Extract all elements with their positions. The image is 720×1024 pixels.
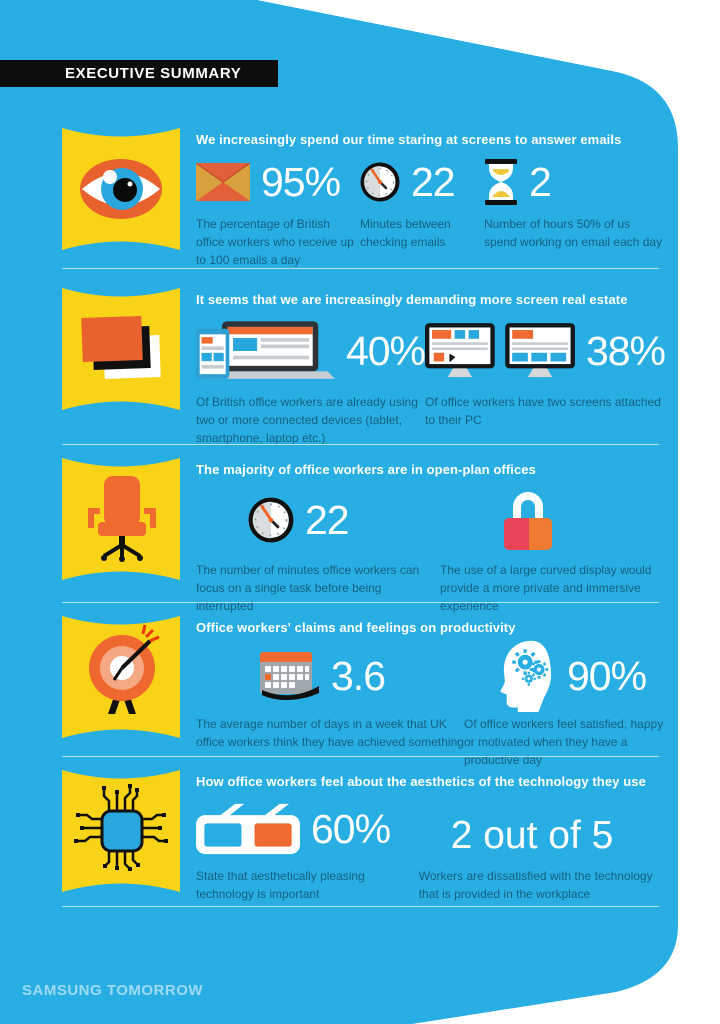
calendar-icon: [260, 652, 319, 701]
stat-connected-devices: 40% Of British office workers are alread…: [196, 318, 426, 447]
section-heading: It seems that we are increasingly demand…: [196, 292, 628, 307]
stat-value: 90%: [567, 652, 647, 699]
stat-value: 2: [529, 158, 552, 205]
section-heading: How office workers feel about the aesthe…: [196, 774, 646, 789]
stat-caption: The average number of days in a week tha…: [196, 717, 464, 749]
separator: [62, 444, 659, 445]
stat-value: 22: [305, 496, 350, 543]
clock-icon: [360, 162, 400, 202]
stat-caption: Of British office workers are already us…: [196, 395, 418, 445]
section-heading: Office workers' claims and feelings on p…: [196, 620, 516, 635]
separator: [62, 906, 659, 907]
connected-devices-icon: [196, 321, 335, 379]
stat-productive-days: 3.6 The average number of days in a week…: [196, 646, 464, 769]
section-heading: We increasingly spend our time staring a…: [196, 132, 622, 147]
padlock-icon: [504, 492, 552, 550]
section-heading: The majority of office workers are in op…: [196, 462, 536, 477]
hourglass-icon: [485, 159, 517, 205]
stat-value: 3.6: [331, 652, 386, 699]
separator: [62, 602, 659, 603]
stat-value: 40%: [345, 327, 426, 374]
stat-hours-on-email: 2 Number of hours 50% of us spend workin…: [484, 158, 666, 269]
footer-logotype: SAMSUNG TOMORROW: [22, 982, 204, 999]
stat-caption: The number of minutes office workers can…: [196, 563, 420, 613]
stat-caption: Workers are dissatisfied with the techno…: [418, 869, 653, 901]
dartboard-icon: [62, 616, 180, 738]
stat-dissatisfied-workers: 2 out of 5 Workers are dissatisfied with…: [419, 800, 671, 903]
stat-value: 38%: [585, 327, 666, 374]
stat-focus-minutes: 22 The number of minutes office workers …: [196, 488, 440, 615]
stat-caption: Number of hours 50% of us spend working …: [484, 217, 663, 249]
separator: [62, 756, 659, 757]
stat-value: 60%: [311, 805, 391, 852]
3d-glasses-icon: [196, 803, 300, 855]
dual-monitors-icon: [425, 323, 575, 378]
microchip-icon: [62, 770, 180, 892]
stat-caption: The percentage of British office workers…: [196, 217, 354, 267]
head-gears-icon: [500, 640, 551, 712]
stat-emails-received: 95% The percentage of British office wor…: [196, 158, 360, 269]
stat-feel-satisfied: 90% Of office workers feel satisfied, ha…: [464, 640, 664, 769]
stat-caption: Minutes between checking emails: [360, 217, 451, 249]
header-bar: EXECUTIVE SUMMARY: [0, 60, 278, 87]
stacked-screens-icon: [62, 288, 180, 410]
stat-value: 22: [411, 158, 456, 205]
eye-icon: [62, 128, 180, 250]
office-chair-icon: [62, 458, 180, 580]
clock-icon: [248, 497, 294, 543]
stat-aesthetics-important: 60% State that aesthetically pleasing te…: [196, 800, 419, 903]
envelope-icon: [196, 163, 250, 201]
stat-minutes-between-emails: 22 Minutes between checking emails: [360, 158, 484, 269]
page-title: EXECUTIVE SUMMARY: [65, 65, 242, 82]
stat-value: 95%: [261, 158, 341, 205]
stat-value: 2 out of 5: [450, 813, 614, 857]
stat-caption: State that aesthetically pleasing techno…: [196, 869, 365, 901]
stat-caption: Of office workers feel satisfied, happy …: [464, 717, 664, 767]
stat-privacy-curved-display: The use of a large curved display would …: [440, 488, 662, 615]
separator: [62, 268, 659, 269]
stat-caption: Of office workers have two screens attac…: [425, 395, 661, 427]
stat-caption: The use of a large curved display would …: [440, 563, 652, 613]
stat-two-screens: 38% Of office workers have two screens a…: [425, 318, 666, 447]
